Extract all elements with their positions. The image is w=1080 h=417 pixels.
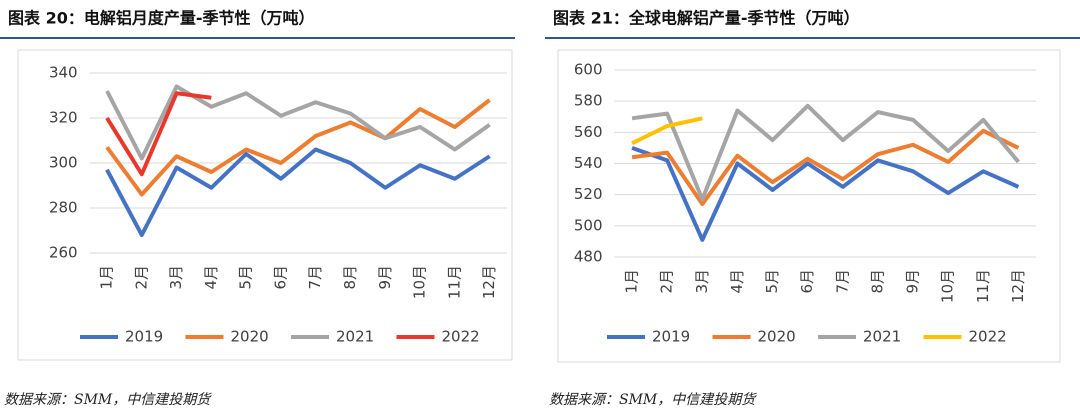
x-tick-label: 10月 xyxy=(411,265,429,299)
x-tick-label: 3月 xyxy=(693,269,711,294)
legend-label: 2021 xyxy=(863,328,901,346)
y-tick-label: 300 xyxy=(49,154,78,172)
source-note: 数据来源：SMM，中信建投期货 xyxy=(549,392,757,408)
x-tick-label: 5月 xyxy=(763,269,781,294)
x-tick-label: 1月 xyxy=(623,269,641,294)
legend-label: 2022 xyxy=(969,328,1007,346)
y-tick-label: 480 xyxy=(574,248,603,266)
x-tick-label: 10月 xyxy=(939,269,957,303)
x-tick-label: 4月 xyxy=(202,265,220,290)
y-tick-label: 500 xyxy=(574,216,603,234)
x-tick-label: 2月 xyxy=(658,269,676,294)
y-tick-label: 320 xyxy=(49,109,78,127)
x-tick-label: 7月 xyxy=(306,265,324,290)
chart-frame xyxy=(557,49,1061,363)
y-tick-label: 520 xyxy=(574,185,603,203)
x-tick-label: 1月 xyxy=(97,265,115,290)
series-line xyxy=(631,103,1020,202)
legend-label: 2021 xyxy=(336,328,374,346)
y-tick-label: 280 xyxy=(49,199,78,217)
y-tick-label: 580 xyxy=(574,92,603,110)
legend-label: 2020 xyxy=(758,328,796,346)
x-tick-label: 8月 xyxy=(868,269,886,294)
x-tick-label: 8月 xyxy=(341,265,359,290)
x-tick-label: 2月 xyxy=(132,265,150,290)
chart-frame xyxy=(17,49,513,361)
source-note: 数据来源：SMM，中信建投期货 xyxy=(4,392,212,408)
series-line xyxy=(105,91,212,177)
series-line xyxy=(631,128,1020,207)
legend-label: 2022 xyxy=(442,328,480,346)
series-line xyxy=(105,147,491,237)
x-tick-label: 6月 xyxy=(271,265,289,290)
x-tick-label: 4月 xyxy=(728,269,746,294)
legend-label: 2019 xyxy=(125,328,163,346)
legend-label: 2019 xyxy=(652,328,690,346)
series-line xyxy=(105,98,491,197)
x-tick-label: 11月 xyxy=(974,269,992,303)
x-tick-label: 9月 xyxy=(376,265,394,290)
x-tick-label: 12月 xyxy=(1009,269,1027,303)
x-tick-label: 9月 xyxy=(904,269,922,294)
x-tick-label: 6月 xyxy=(798,269,816,294)
series-line xyxy=(631,116,703,146)
y-tick-label: 600 xyxy=(574,61,603,79)
y-tick-label: 340 xyxy=(49,64,78,82)
x-tick-label: 5月 xyxy=(237,265,255,290)
series-line xyxy=(105,84,491,161)
chart-title: 图表 20：电解铝月度产量-季节性（万吨） xyxy=(8,9,314,28)
series-line xyxy=(631,146,1020,242)
x-tick-label: 12月 xyxy=(480,265,498,299)
y-tick-label: 560 xyxy=(574,123,603,141)
x-tick-label: 3月 xyxy=(167,265,185,290)
x-tick-label: 11月 xyxy=(445,265,463,299)
chart-title: 图表 21：全球电解铝产量-季节性（万吨） xyxy=(553,9,859,28)
legend-label: 2020 xyxy=(231,328,269,346)
y-tick-label: 540 xyxy=(574,154,603,172)
y-tick-label: 260 xyxy=(49,244,78,262)
x-tick-label: 7月 xyxy=(833,269,851,294)
